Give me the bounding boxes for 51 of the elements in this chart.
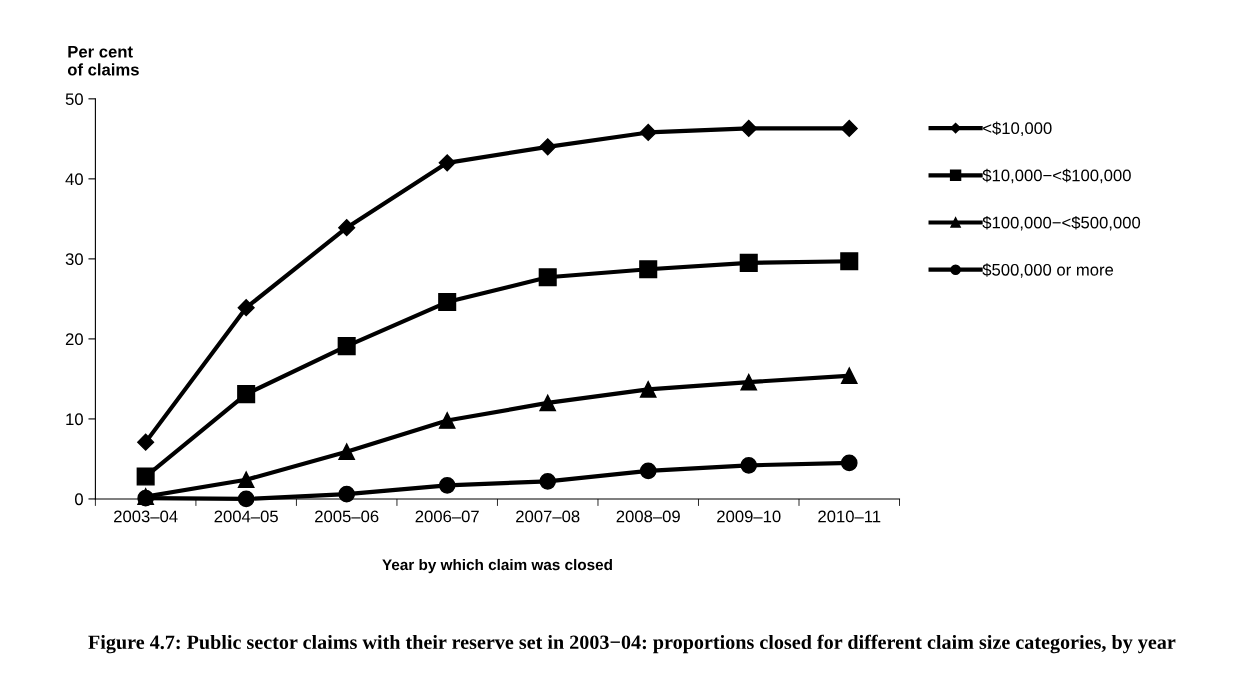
point [438, 477, 456, 494]
point [739, 253, 758, 272]
x-tick-label: 2004–05 [214, 510, 278, 523]
point [840, 454, 858, 472]
point [438, 154, 456, 172]
point [639, 260, 658, 279]
point [136, 467, 155, 486]
point [639, 462, 657, 480]
x-tick-label: 2008–09 [616, 510, 680, 523]
point [840, 367, 858, 385]
point [639, 380, 657, 398]
point [237, 385, 256, 404]
point [538, 268, 557, 287]
point [740, 373, 758, 391]
point [438, 412, 456, 429]
point [337, 337, 356, 356]
point [840, 119, 858, 138]
point [338, 443, 356, 461]
x-tick-label: 2003–04 [114, 510, 178, 523]
point [539, 138, 557, 156]
point [237, 471, 255, 489]
x-tick-label: 2009–10 [717, 510, 781, 523]
y-tick-label: 10 [66, 413, 83, 426]
legend-label: $100,000−<$500,000 [982, 215, 1141, 231]
y-tick-label: 40 [65, 173, 83, 186]
x-tick-label: 2006–07 [415, 510, 479, 523]
point [338, 485, 356, 503]
point [740, 119, 758, 138]
y-axis-title: Per cent of claims [67, 45, 139, 76]
y-tick-label: 30 [65, 253, 83, 266]
y-tick-label: 0 [74, 493, 83, 506]
y-tick-label: 20 [65, 333, 83, 346]
x-tick-label: 2007–08 [516, 510, 580, 523]
y-tick-label: 50 [65, 93, 83, 106]
point [639, 123, 657, 142]
legend-label: $10,000−<$100,000 [982, 168, 1131, 184]
point [237, 490, 255, 508]
point [539, 473, 557, 490]
legend-label: <$10,000 [983, 121, 1052, 137]
x-tick-label: 2010–11 [818, 510, 881, 523]
text: Figure 4.7: Public sector claims with their reserve set in 2003−04: proportions closed for different claim size categories, by year [88, 634, 1176, 654]
point [137, 433, 155, 451]
point [539, 394, 557, 412]
point [338, 219, 356, 237]
x-tick-label: 2005–06 [315, 510, 379, 523]
x-axis-title: Year by which claim was closed [382, 558, 612, 574]
point [237, 299, 255, 317]
legend-label: $500,000 or more [982, 263, 1114, 278]
point [840, 252, 859, 271]
point [438, 293, 457, 312]
point [740, 457, 758, 474]
